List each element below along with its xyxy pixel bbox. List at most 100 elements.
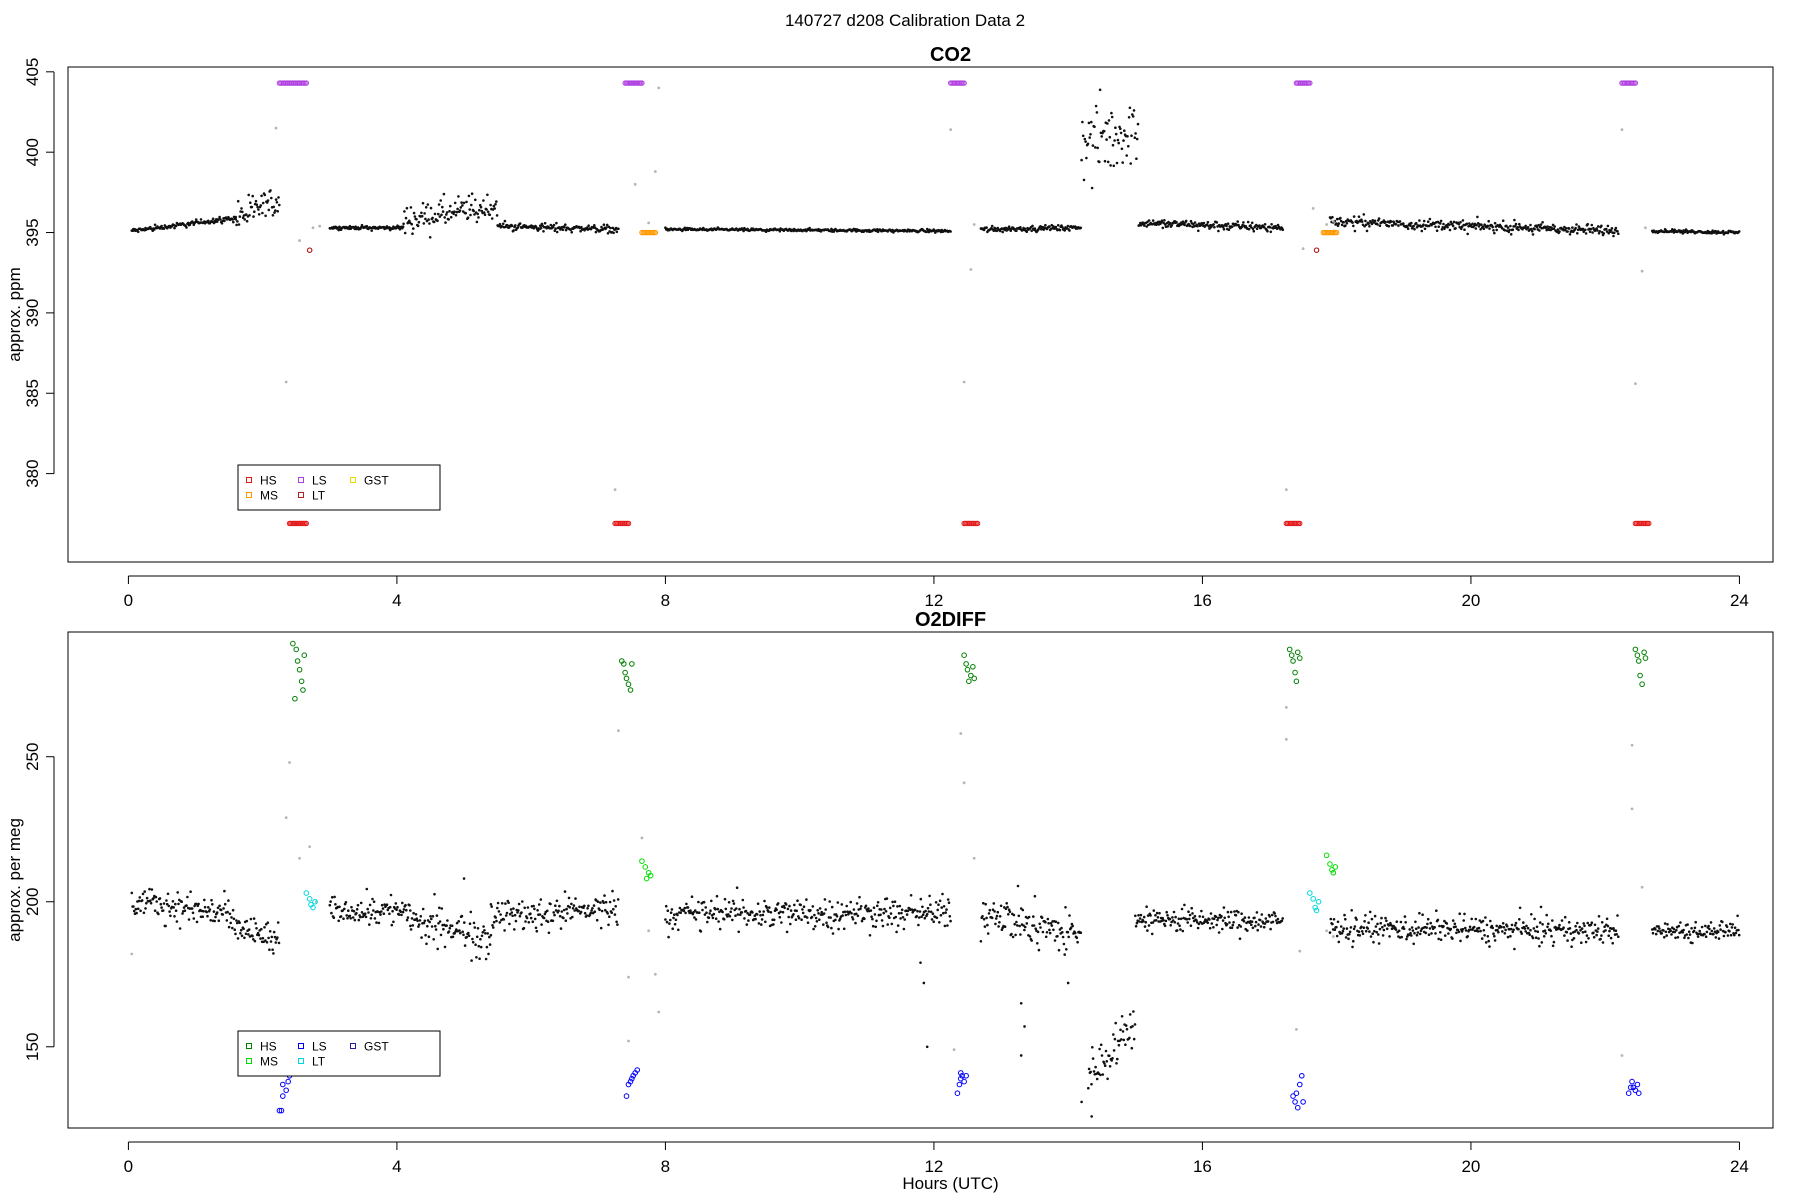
sample-point: [1008, 910, 1012, 913]
sample-point: [1275, 227, 1279, 230]
sample-point: [1463, 912, 1466, 916]
sample-point: [1262, 925, 1266, 929]
sample-point: [1517, 228, 1520, 232]
sample-point: [433, 212, 437, 216]
sample-point: [818, 918, 821, 921]
sample-point: [1030, 939, 1033, 942]
sample-point: [1433, 926, 1436, 929]
sample-point: [1691, 941, 1694, 945]
sample-point: [1708, 932, 1712, 935]
sample-point: [1730, 926, 1734, 929]
sample-point: [694, 918, 698, 921]
sample-point: [212, 910, 216, 913]
sample-point: [542, 230, 545, 233]
sample-point: [1590, 921, 1594, 924]
cal-point-hs: [971, 675, 978, 682]
sample-point: [513, 913, 517, 917]
sample-point: [274, 209, 277, 212]
sample-point: [763, 899, 766, 903]
sample-point: [412, 211, 416, 215]
sample-point: [1127, 116, 1131, 119]
cal-point-ms: [1330, 869, 1337, 876]
sample-point: [1171, 916, 1174, 919]
sample-point: [815, 920, 819, 923]
sample-point: [808, 226, 811, 230]
sample-point: [404, 903, 407, 907]
sample-point: [1362, 213, 1366, 216]
sample-point: [1501, 922, 1505, 925]
sample-point: [600, 225, 603, 229]
sample-point: [1413, 931, 1416, 935]
sample-point: [797, 916, 801, 920]
sample-point: [1197, 922, 1201, 926]
sample-point: [1418, 932, 1422, 936]
sample-point: [1427, 224, 1431, 228]
sample-point: [464, 211, 468, 215]
sample-point: [1436, 918, 1440, 922]
sample-point: [925, 912, 929, 916]
sample-point: [344, 901, 348, 904]
sample-point: [1206, 220, 1210, 224]
sample-point: [1452, 220, 1456, 224]
sample-point: [253, 210, 256, 213]
sample-point: [218, 215, 221, 219]
sample-point: [712, 912, 716, 916]
sample-point: [698, 911, 701, 914]
sample-point: [604, 908, 607, 912]
sample-point: [1015, 229, 1018, 232]
sample-point: [253, 939, 257, 943]
sample-point: [542, 916, 546, 920]
cal-point-ls: [959, 1072, 965, 1079]
sample-point: [1461, 927, 1465, 931]
sample-point: [1135, 921, 1139, 925]
sample-point: [1376, 922, 1379, 926]
sample-point: [473, 926, 477, 929]
sample-point: [1539, 223, 1543, 226]
sample-point: [267, 936, 270, 940]
cal-point-ls: [280, 1093, 286, 1099]
sample-point: [1117, 141, 1120, 145]
sample-point: [905, 913, 909, 916]
sample-point: [564, 919, 568, 922]
sample-point: [1281, 228, 1285, 232]
sample-point: [1721, 920, 1724, 924]
sample-point: [529, 912, 532, 915]
sample-point: [811, 905, 815, 908]
sample-point: [945, 908, 948, 911]
sample-point: [1355, 918, 1358, 921]
legend-label: GST: [364, 474, 389, 488]
sample-point: [1479, 929, 1482, 933]
sample-point: [1381, 925, 1384, 929]
sample-point: [726, 915, 729, 918]
sample-point: [490, 905, 494, 908]
sample-point: [277, 941, 281, 945]
sample-point: [1156, 916, 1160, 919]
sample-point: [1339, 216, 1342, 220]
flagged-point: [647, 221, 651, 225]
sample-point: [706, 920, 709, 924]
sample-point: [1119, 127, 1122, 130]
flagged-point: [633, 182, 637, 186]
sample-point: [271, 214, 275, 217]
sample-point: [796, 899, 799, 902]
sample-point: [134, 907, 138, 911]
sample-point: [345, 914, 349, 917]
sample-point: [1280, 919, 1284, 923]
sample-point: [1673, 930, 1676, 934]
sample-point: [1535, 225, 1539, 229]
sample-point: [474, 943, 477, 946]
sample-point: [1584, 940, 1588, 944]
sample-point: [1147, 219, 1151, 222]
sample-point: [612, 907, 615, 911]
cal-point-ls: [954, 1090, 961, 1096]
sample-point: [559, 927, 563, 930]
sample-point: [1234, 914, 1238, 917]
sample-point: [1434, 932, 1437, 935]
sample-point: [1099, 1073, 1102, 1077]
sample-point: [743, 917, 746, 920]
sample-point: [986, 923, 989, 927]
sample-point: [275, 201, 279, 204]
sample-point: [438, 920, 442, 923]
sample-point: [988, 908, 992, 912]
sample-point: [1663, 935, 1666, 939]
